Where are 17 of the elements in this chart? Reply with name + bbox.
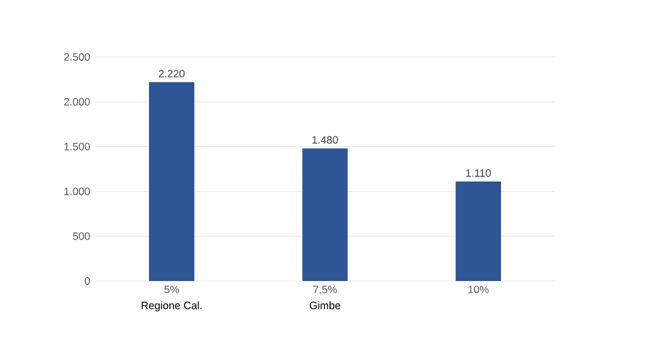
x-tick-label: 10% bbox=[468, 286, 489, 294]
data-label: 1.480 bbox=[312, 136, 338, 144]
x-tick-label: 5% bbox=[164, 286, 179, 294]
bar bbox=[302, 148, 348, 281]
bar bbox=[456, 182, 502, 281]
y-tick-label: 1.000 bbox=[64, 188, 90, 196]
y-tick-label: 2.500 bbox=[64, 53, 90, 61]
y-tick-label: 1.500 bbox=[64, 142, 90, 150]
data-label: 2.220 bbox=[158, 70, 185, 78]
y-tick-label: 2.000 bbox=[64, 98, 90, 106]
text: Regione Cal. bbox=[142, 301, 202, 312]
y-tick-label: 0 bbox=[84, 277, 90, 285]
y-tick-label: 500 bbox=[72, 232, 90, 240]
text: Gimbe bbox=[310, 301, 340, 310]
bar bbox=[149, 82, 194, 281]
data-label: 1.110 bbox=[466, 169, 491, 177]
x-tick-label: 7,5% bbox=[313, 286, 337, 294]
